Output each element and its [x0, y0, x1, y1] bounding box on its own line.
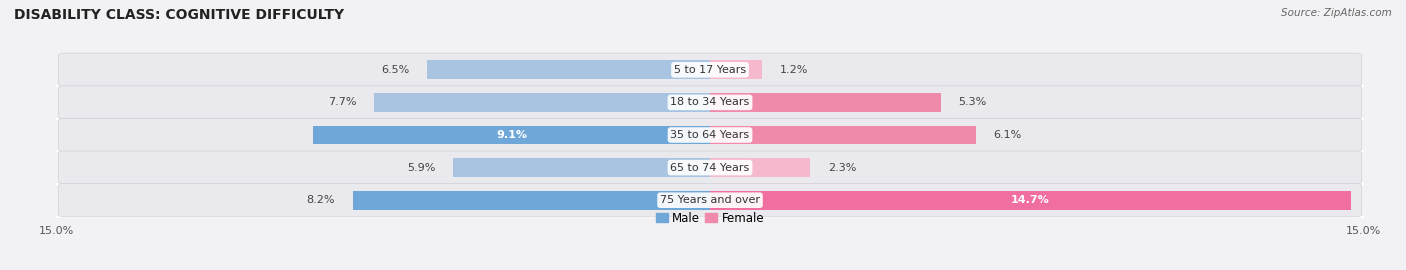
Text: DISABILITY CLASS: COGNITIVE DIFFICULTY: DISABILITY CLASS: COGNITIVE DIFFICULTY	[14, 8, 344, 22]
Text: 5.3%: 5.3%	[959, 97, 987, 107]
Text: 9.1%: 9.1%	[496, 130, 527, 140]
Bar	[710, 191, 1351, 210]
FancyBboxPatch shape	[59, 86, 1361, 119]
FancyBboxPatch shape	[59, 118, 1361, 152]
Text: 18 to 34 Years: 18 to 34 Years	[671, 97, 749, 107]
Text: 7.7%: 7.7%	[329, 97, 357, 107]
Bar	[710, 158, 810, 177]
Text: 75 Years and over: 75 Years and over	[659, 195, 761, 205]
Bar	[374, 93, 710, 112]
Text: 8.2%: 8.2%	[307, 195, 335, 205]
Text: 14.7%: 14.7%	[1011, 195, 1050, 205]
FancyBboxPatch shape	[59, 151, 1361, 184]
Text: 35 to 64 Years: 35 to 64 Years	[671, 130, 749, 140]
Bar	[453, 158, 710, 177]
Bar	[710, 60, 762, 79]
Bar	[314, 126, 710, 144]
Legend: Male, Female: Male, Female	[651, 207, 769, 229]
FancyBboxPatch shape	[59, 53, 1361, 86]
Text: 5.9%: 5.9%	[408, 163, 436, 173]
Text: 6.1%: 6.1%	[993, 130, 1022, 140]
Text: 2.3%: 2.3%	[828, 163, 856, 173]
FancyBboxPatch shape	[59, 184, 1361, 217]
Text: 1.2%: 1.2%	[780, 65, 808, 75]
Bar	[710, 93, 941, 112]
Text: Source: ZipAtlas.com: Source: ZipAtlas.com	[1281, 8, 1392, 18]
Text: 65 to 74 Years: 65 to 74 Years	[671, 163, 749, 173]
Bar	[427, 60, 710, 79]
Text: 6.5%: 6.5%	[381, 65, 409, 75]
Bar	[710, 126, 976, 144]
Bar	[353, 191, 710, 210]
Text: 5 to 17 Years: 5 to 17 Years	[673, 65, 747, 75]
